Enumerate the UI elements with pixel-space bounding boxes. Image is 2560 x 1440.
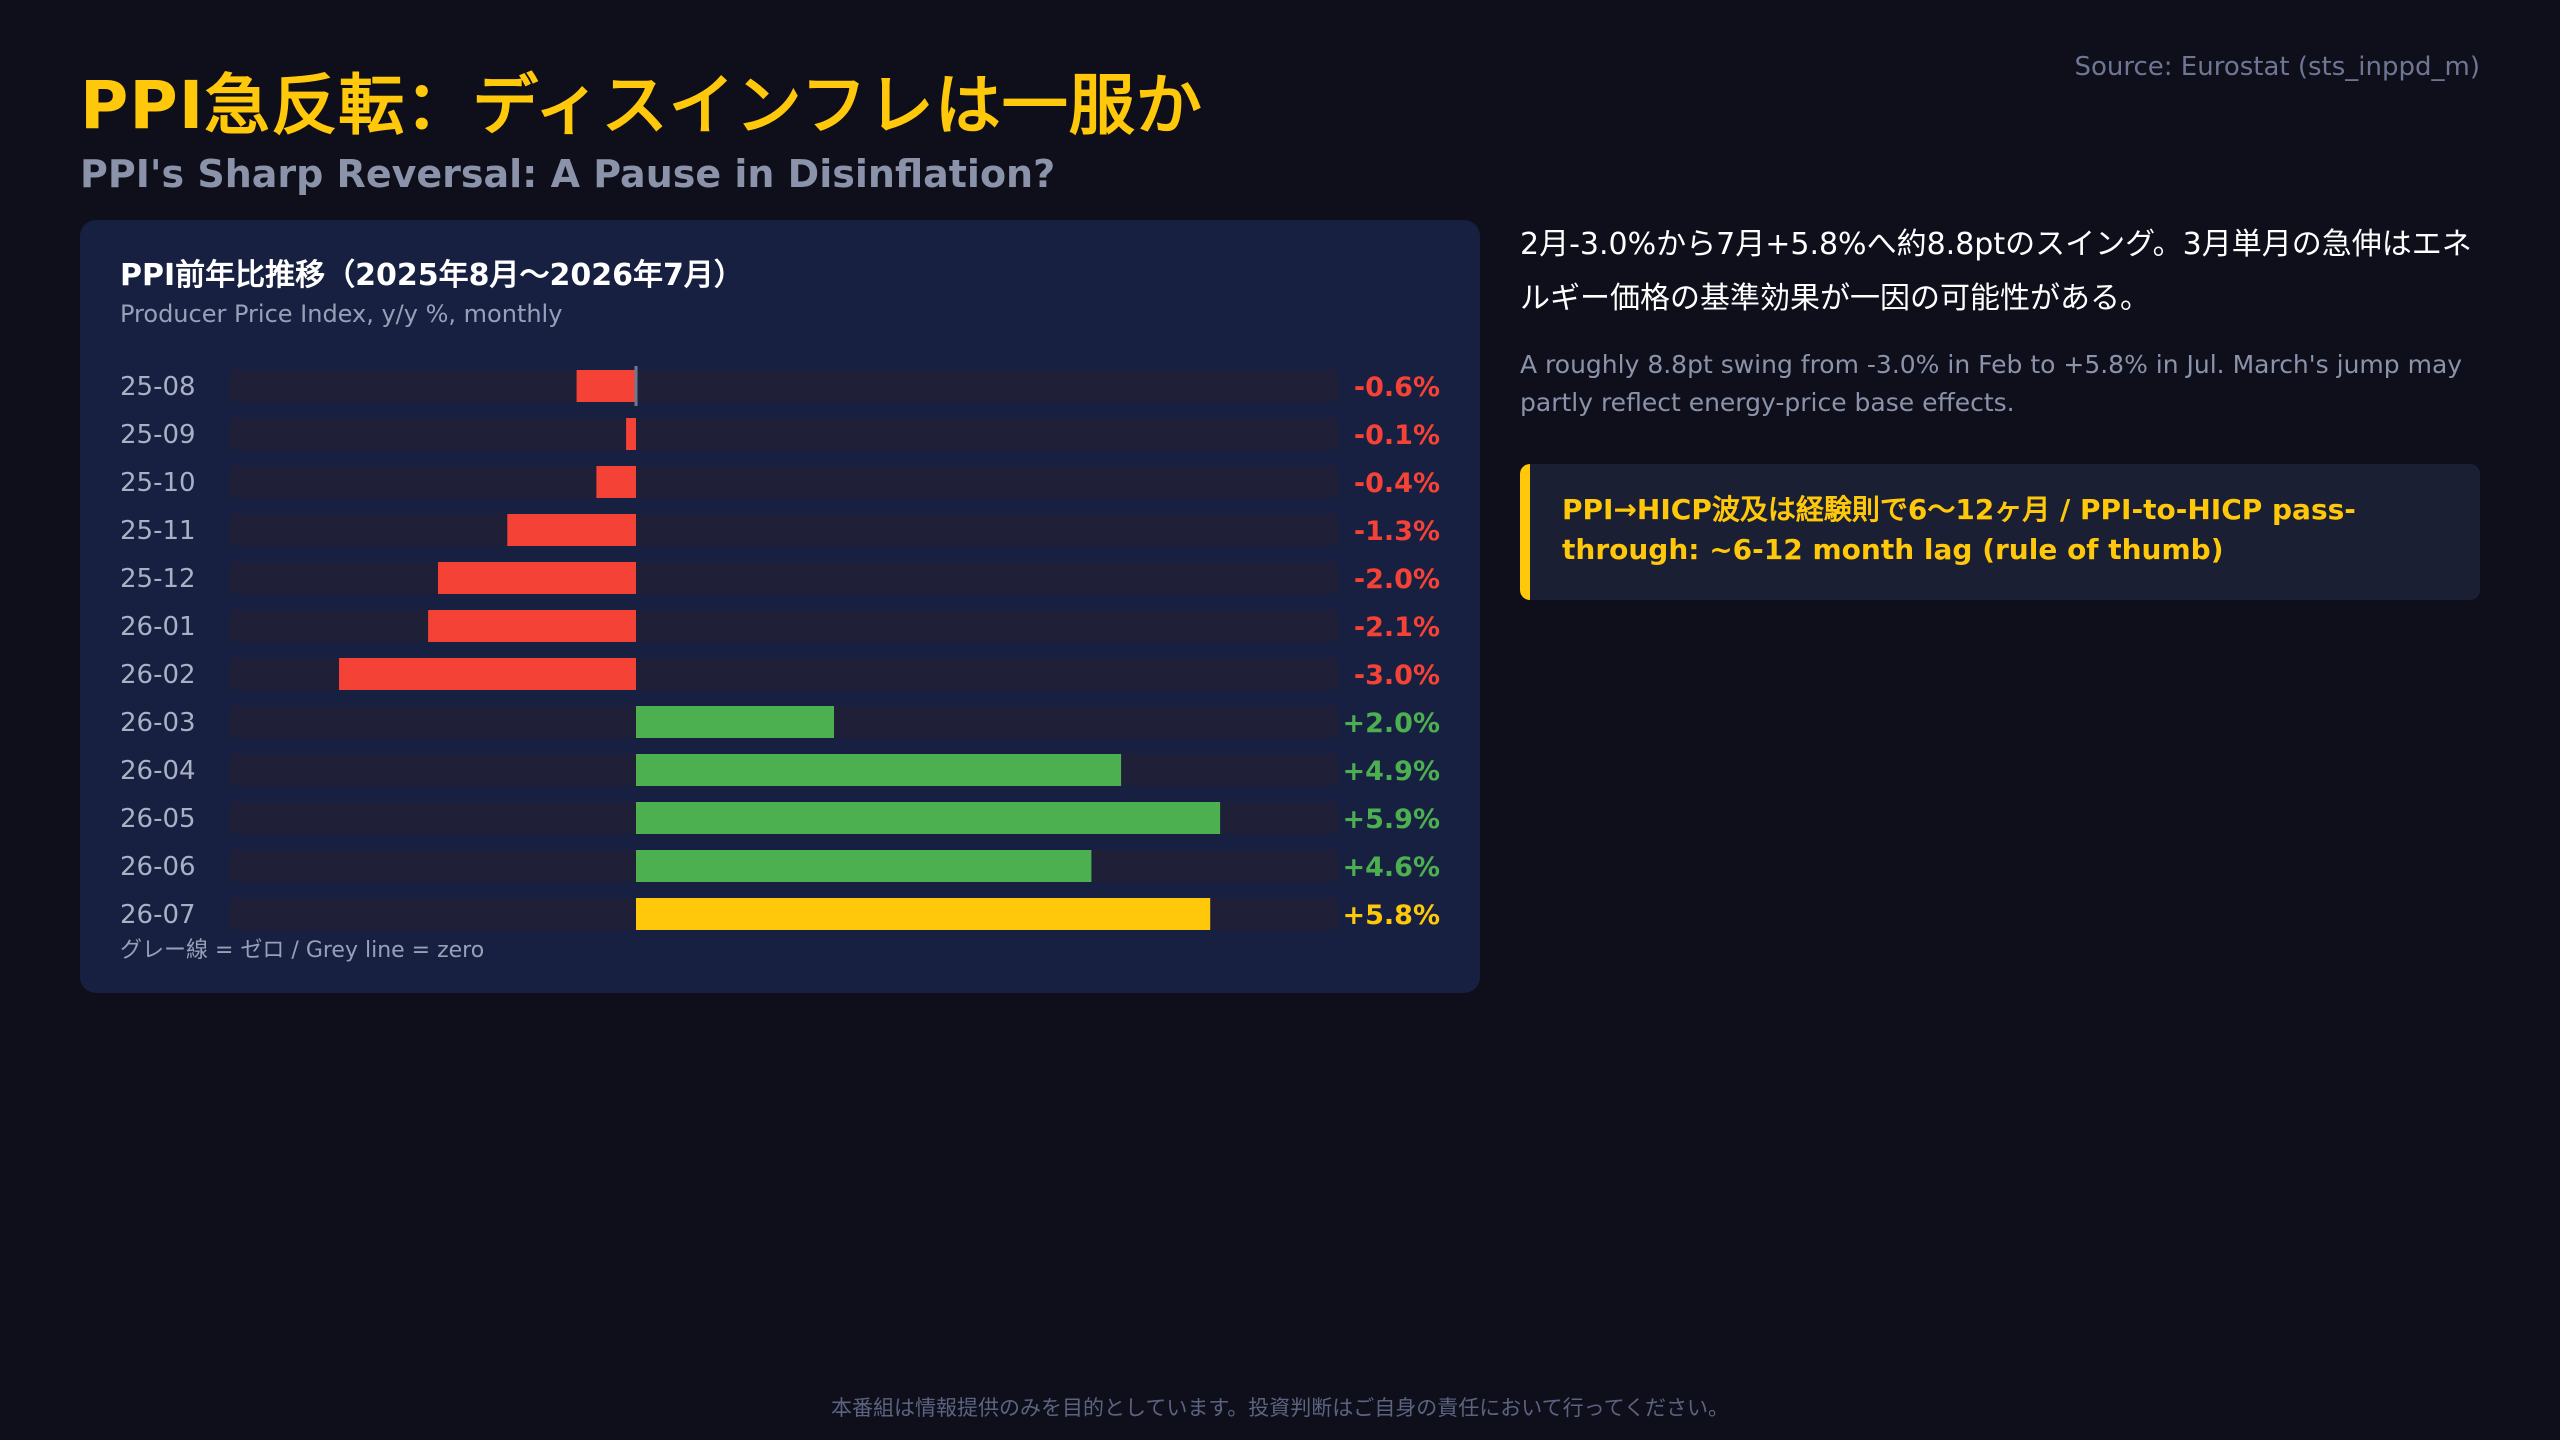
category-label: 26-04 xyxy=(120,756,196,786)
category-label: 25-11 xyxy=(120,516,196,546)
value-label: +4.9% xyxy=(1342,756,1440,787)
chart-card: PPI前年比推移（2025年8月〜2026年7月） Producer Price… xyxy=(80,220,1480,993)
ppi-bar-chart: 25-08 -0.6% 25-09 -0.1% 25-10 -0.4% 25-11 -1.3%… xyxy=(120,366,1440,931)
bar-25-09 xyxy=(626,418,636,450)
category-label: 26-02 xyxy=(120,660,196,690)
category-label: 25-08 xyxy=(120,372,196,402)
category-label: 25-09 xyxy=(120,420,196,450)
commentary-ja: 2月-3.0%から7月+5.8%へ約8.8ptのスイング。3月単月の急伸はエネル… xyxy=(1520,227,2472,316)
value-label: -2.0% xyxy=(1354,564,1440,595)
value-label: -2.1% xyxy=(1354,612,1440,643)
value-label: +5.9% xyxy=(1342,804,1440,835)
bar-track xyxy=(230,610,1338,642)
value-label: -3.0% xyxy=(1354,660,1440,691)
bar-track xyxy=(230,466,1338,498)
category-label: 26-01 xyxy=(120,612,196,642)
bar-26-06 xyxy=(636,850,1092,882)
bar-26-01 xyxy=(428,610,636,642)
value-label: +2.0% xyxy=(1342,708,1440,739)
category-label: 26-06 xyxy=(120,852,196,882)
bar-26-05 xyxy=(636,802,1221,834)
bar-26-04 xyxy=(636,754,1122,786)
bar-25-12 xyxy=(438,562,636,594)
category-label: 26-03 xyxy=(120,708,196,738)
bar-track xyxy=(230,370,1338,402)
category-label: 26-05 xyxy=(120,804,196,834)
page-subtitle: PPI's Sharp Reversal: A Pause in Disinfl… xyxy=(80,152,1056,196)
value-label: -0.1% xyxy=(1354,420,1440,451)
bar-track xyxy=(230,418,1338,450)
bar-25-08 xyxy=(576,370,636,402)
bar-26-03 xyxy=(636,706,834,738)
category-label: 25-10 xyxy=(120,468,196,498)
page-title: PPI急反転：ディスインフレは一服か xyxy=(80,67,1203,144)
chart-title: PPI前年比推移（2025年8月〜2026年7月） xyxy=(120,258,744,293)
source-note: Source: Eurostat (sts_inppd_m) xyxy=(2074,52,2480,82)
category-label: 25-12 xyxy=(120,564,196,594)
bar-track xyxy=(230,562,1338,594)
disclaimer: 本番組は情報提供のみを目的としています。投資判断はご自身の責任において行ってくだ… xyxy=(831,1396,1729,1420)
pass-through-callout: PPI→HICP波及は経験則で6〜12ヶ月 / PPI-to-HICP pass… xyxy=(1520,464,2480,600)
chart-subtitle: Producer Price Index, y/y %, monthly xyxy=(120,300,563,328)
value-label: +4.6% xyxy=(1342,852,1440,883)
commentary-en: A roughly 8.8pt swing from -3.0% in Feb … xyxy=(1520,350,2463,417)
bar-26-02 xyxy=(339,658,636,690)
value-label: -1.3% xyxy=(1354,516,1440,547)
bar-26-07 xyxy=(636,898,1211,930)
value-label: -0.4% xyxy=(1354,468,1440,499)
bar-25-11 xyxy=(507,514,636,546)
value-label: +5.8% xyxy=(1342,900,1440,931)
value-label: -0.6% xyxy=(1354,372,1440,403)
chart-footnote: グレー線 = ゼロ / Grey line = zero xyxy=(120,938,485,963)
bar-25-10 xyxy=(596,466,636,498)
bar-track xyxy=(230,514,1338,546)
category-label: 26-07 xyxy=(120,900,196,930)
